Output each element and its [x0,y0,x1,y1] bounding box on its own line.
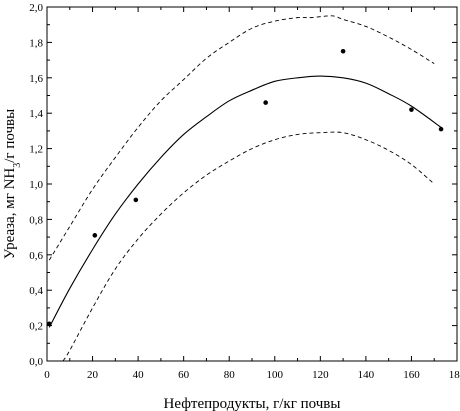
x-tick-label: 20 [87,369,99,381]
x-tick-label: 140 [358,369,375,381]
y-tick-label: 2,0 [29,2,43,14]
x-tick-label: 40 [133,369,145,381]
y-axis-title-suffix: /г почвы [2,109,18,163]
x-tick-label: 160 [403,369,420,381]
y-tick-label: 1,4 [29,108,43,120]
data-point [92,233,98,238]
confidence-band-lower [62,131,435,362]
y-tick-label: 0,2 [29,321,43,333]
x-tick-label: 180 [449,369,460,381]
y-axis-title-prefix: Уреаза, мг NH [2,168,18,260]
plot-frame [46,6,458,362]
y-tick-label: 1,8 [29,37,43,49]
x-axis-title: Нефтепродукты, г/кг почвы [164,396,341,411]
data-point [409,107,414,112]
y-tick-label: 0,6 [29,250,43,262]
y-tick-label: 0,4 [29,285,43,297]
data-point [340,48,346,54]
confidence-band-upper [48,15,435,261]
x-tick-label: 0 [44,369,50,381]
y-axis-title-subscript: 3 [12,163,23,168]
y-tick-label: 0,0 [29,356,43,368]
x-tick-label: 120 [312,369,329,381]
x-tick-label: 100 [267,369,284,381]
y-axis-title: Уреаза, мг NH3/г почвы [2,109,23,259]
y-tick-label: 1,2 [29,144,43,156]
ticks-layer: 0 20 40 60 80 100 120 140 160 180 0,0 0,2 0,4 0,6 0,8 1… [29,2,460,381]
y-tick-label: 0,8 [29,214,43,226]
data-point [263,100,268,105]
y-tick-label: 1,0 [29,179,43,191]
x-tick-label: 80 [224,369,236,381]
x-tick-label: 60 [178,369,190,381]
series-layer [46,15,444,362]
data-point [438,126,444,132]
y-tick-label: 1,6 [29,73,43,85]
regression-line [48,75,442,328]
data-point [133,197,139,203]
